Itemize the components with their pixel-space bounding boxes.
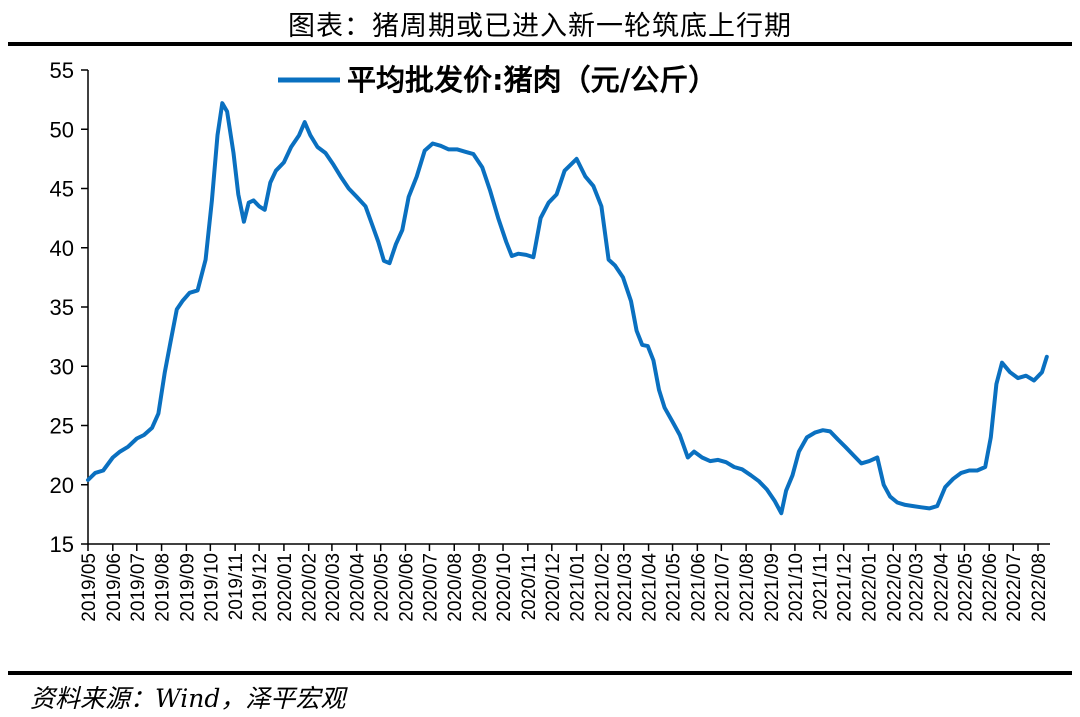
x-tick-label: 2022/05	[955, 553, 976, 622]
y-tick-label: 25	[50, 414, 74, 439]
y-tick-label: 35	[50, 295, 74, 320]
x-tick-label: 2019/08	[153, 553, 174, 622]
y-tick-label: 45	[50, 177, 74, 202]
x-tick-label: 2022/04	[931, 553, 952, 622]
y-tick-label: 15	[50, 532, 74, 557]
x-tick-label: 2021/08	[737, 553, 758, 622]
legend-label: 平均批发价:猪肉（元/公斤）	[347, 63, 717, 97]
chart-legend: 平均批发价:猪肉（元/公斤）	[278, 63, 717, 97]
y-axis-ticks: 15 20 25 30 35 40 45 50 55	[50, 58, 88, 557]
x-tick-label: 2021/10	[786, 553, 807, 622]
x-tick-label: 2019/10	[201, 553, 222, 622]
y-tick-label: 20	[50, 473, 74, 498]
y-tick-label: 50	[50, 117, 74, 142]
x-axis-ticks: 2019/05 2019/06 2019/07 2019/08 2019/09 2019/…	[79, 544, 1050, 622]
top-rule	[8, 42, 1072, 46]
x-tick-label: 2021/05	[664, 553, 685, 622]
x-tick-label: 2021/12	[835, 553, 856, 622]
x-tick-label: 2022/03	[907, 553, 928, 622]
x-tick-label: 2020/06	[396, 553, 417, 622]
series-lines	[86, 101, 1049, 516]
x-tick-label: 2021/09	[762, 553, 783, 622]
x-tick-label: 2019/07	[128, 553, 149, 622]
x-tick-label: 2022/08	[1029, 553, 1050, 622]
x-tick-label: 2022/06	[980, 553, 1001, 622]
x-tick-label: 2020/07	[420, 553, 441, 622]
x-tick-label: 2021/02	[592, 553, 613, 622]
x-tick-label: 2020/03	[323, 553, 344, 622]
x-tick-label: 2020/12	[543, 553, 564, 622]
y-tick-label: 55	[50, 58, 74, 83]
x-tick-label: 2022/02	[884, 553, 905, 622]
x-tick-label: 2022/01	[859, 553, 880, 622]
source-note: 资料来源：Wind，泽平宏观	[30, 684, 346, 713]
x-tick-label: 2019/12	[250, 553, 271, 622]
x-tick-label: 2020/05	[372, 553, 393, 622]
x-tick-label: 2021/06	[688, 553, 709, 622]
y-tick-label: 40	[50, 236, 74, 261]
x-tick-label: 2021/07	[712, 553, 733, 622]
x-tick-label: 2019/05	[79, 553, 100, 622]
series-line	[86, 101, 1049, 516]
y-tick-label: 30	[50, 354, 74, 379]
bottom-rule	[8, 671, 1072, 675]
x-tick-label: 2020/10	[494, 553, 515, 622]
x-tick-label: 2021/03	[615, 553, 636, 622]
x-tick-label: 2019/06	[104, 553, 125, 622]
x-tick-label: 2020/04	[348, 553, 369, 622]
x-tick-label: 2020/08	[445, 553, 466, 622]
x-tick-label: 2020/02	[300, 553, 321, 622]
x-tick-label: 2021/01	[568, 553, 589, 622]
x-tick-label: 2019/11	[226, 553, 247, 620]
x-tick-label: 2020/09	[470, 553, 491, 622]
figure-title: 图表：猪周期或已进入新一轮筑底上行期	[288, 11, 792, 42]
x-tick-label: 2019/09	[177, 553, 198, 622]
x-tick-label: 2020/11	[519, 553, 540, 620]
x-tick-label: 2021/11	[811, 553, 832, 620]
x-tick-label: 2020/01	[275, 553, 296, 622]
x-tick-label: 2021/04	[640, 553, 661, 622]
x-tick-label: 2022/07	[1004, 553, 1025, 622]
